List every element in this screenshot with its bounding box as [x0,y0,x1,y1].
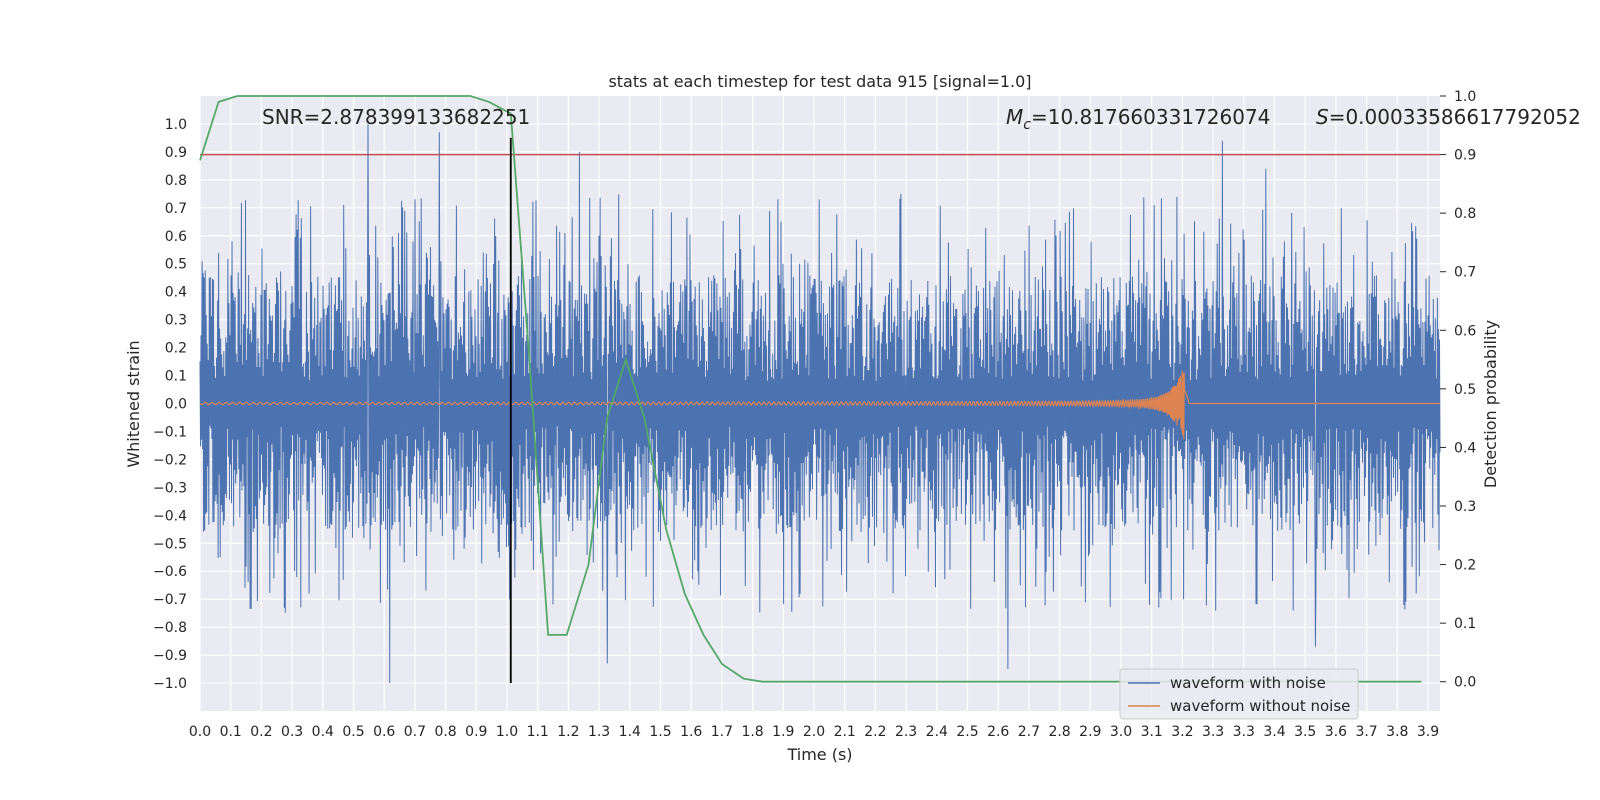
series-waveform-with-noise [199,123,1441,684]
x-tick-label: 0.4 [312,724,334,740]
y2-tick-label: 0.0 [1454,675,1476,691]
x-tick-label: 3.9 [1417,724,1439,740]
x-tick-label: 0.9 [465,724,487,740]
x-tick-label: 1.1 [527,724,549,740]
x-tick-label: 2.0 [803,724,825,740]
x-tick-label: 1.6 [680,724,702,740]
y-axis-label: Whitened strain [124,340,143,467]
y2-tick-label: 0.6 [1454,323,1476,339]
x-tick-label: 3.4 [1263,724,1285,740]
x-tick-label: 2.7 [1018,724,1040,740]
y-tick-label: 0.4 [165,285,187,301]
y2-tick-label: 0.9 [1454,148,1476,164]
y-tick-label: −0.9 [153,648,187,664]
y2-tick-label: 0.3 [1454,499,1476,515]
x-tick-label: 0.3 [281,724,303,740]
x-tick-label: 1.2 [557,724,579,740]
y2-tick-label: 0.1 [1454,616,1476,632]
legend-label-noise: waveform with noise [1170,674,1326,692]
y2-axis-label: Detection probability [1481,320,1500,488]
snr-annotation: SNR=2.878399133682251 [262,105,530,129]
x-tick-label: 0.6 [373,724,395,740]
x-tick-label: 2.5 [956,724,978,740]
y2-tick-label: 0.5 [1454,382,1476,398]
x-tick-label: 1.7 [711,724,733,740]
x-tick-label: 2.1 [834,724,856,740]
legend-box [1119,668,1359,720]
y-tick-label: −0.4 [153,508,187,524]
y-tick-label: 0.1 [165,369,187,385]
x-tick-label: 3.1 [1141,724,1163,740]
x-tick-label: 1.8 [741,724,763,740]
x-tick-label: 3.5 [1294,724,1316,740]
x-tick-label: 1.4 [619,724,641,740]
y-tick-label: −0.5 [153,536,187,552]
y-tick-label: −1.0 [153,676,187,692]
y-tick-label: −0.3 [153,480,187,496]
legend-label-clean: waveform without noise [1170,697,1350,715]
y-tick-label: −0.1 [153,424,187,440]
legend: waveform with noise waveform without noi… [1119,668,1359,720]
y-tick-label: 0.9 [165,145,187,161]
series-waveform-without-noise [199,370,1440,440]
y-tick-label: −0.7 [153,592,187,608]
x-tick-label: 0.8 [434,724,456,740]
x-tick-label: 1.5 [649,724,671,740]
y-tick-labels: 1.0 0.9 0.8 0.7 0.6 0.5 0.4 0.3 0.2 0.1 0.0 −0.1 −0.… [153,117,187,692]
y-tick-label: 1.0 [165,117,187,133]
x-tick-label: 2.4 [926,724,948,740]
x-tick-label: 3.7 [1355,724,1377,740]
y-tick-label: −0.2 [153,452,187,468]
y-tick-label: 0.7 [165,201,187,217]
y2-tick-label: 0.2 [1454,558,1476,574]
y-tick-label: −0.8 [153,620,187,636]
y-tick-label: 0.3 [165,313,187,329]
x-tick-label: 1.0 [496,724,518,740]
x-tick-label: 1.9 [772,724,794,740]
x-tick-label: 0.7 [404,724,426,740]
y-tick-label: 0.2 [165,341,187,357]
x-tick-label: 2.8 [1048,724,1070,740]
y2-tick-labels: 1.0 0.9 0.8 0.7 0.6 0.5 0.4 0.3 0.2 0.1 0.0 [1440,89,1476,691]
y-tick-label: 0.6 [165,229,187,245]
x-tick-label: 1.3 [588,724,610,740]
x-tick-label: 2.6 [987,724,1009,740]
x-tick-label: 0.1 [220,724,242,740]
x-tick-labels: 0.0 0.1 0.2 0.3 0.4 0.5 0.6 0.7 0.8 0.9 1.0 1.1 1.2 1… [189,724,1439,740]
x-tick-label: 3.6 [1325,724,1347,740]
y-tick-label: 0.8 [165,173,187,189]
x-axis-label: Time (s) [786,745,852,764]
chirp-mass-annotation: Mc=10.817660331726074 [1006,105,1270,133]
x-tick-label: 2.3 [895,724,917,740]
chart-title: stats at each timestep for test data 915… [608,72,1031,91]
x-tick-label: 0.5 [342,724,364,740]
y2-tick-label: 0.7 [1454,265,1476,281]
x-tick-label: 3.0 [1110,724,1132,740]
x-tick-label: 3.8 [1386,724,1408,740]
y2-tick-label: 0.8 [1454,206,1476,222]
x-tick-label: 3.3 [1202,724,1224,740]
x-tick-label: 2.2 [864,724,886,740]
y-tick-label: −0.6 [153,564,187,580]
series-detection-probability [199,95,1422,683]
y2-tick-label: 1.0 [1454,89,1476,105]
x-tick-label: 2.9 [1079,724,1101,740]
x-tick-label: 3.3 [1233,724,1255,740]
y-tick-label: 0.0 [165,397,187,413]
series-layer [199,95,1441,684]
s-annotation: S=0.00033586617792052 [1316,105,1581,129]
y-tick-label: 0.5 [165,257,187,273]
x-tick-label: 0.2 [250,724,272,740]
x-tick-label: 3.2 [1171,724,1193,740]
y2-tick-label: 0.4 [1454,440,1476,456]
x-tick-label: 0.0 [189,724,211,740]
